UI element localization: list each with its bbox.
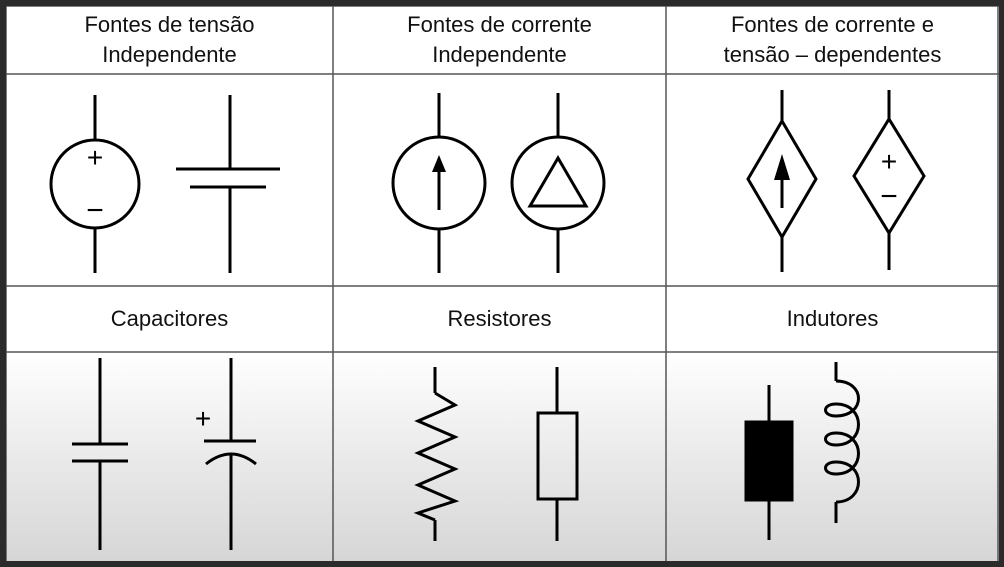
resistor-box-icon [536, 367, 579, 541]
current-source-arrow-icon [391, 93, 487, 273]
voltage-source-minus-label: − [86, 194, 104, 227]
battery-icon [176, 95, 280, 273]
polarized-capacitor-icon [204, 358, 257, 550]
dependent-voltage-minus-label: − [880, 180, 898, 213]
header-resistors-label: Resistores [447, 306, 552, 331]
voltage-source-circle-icon [49, 95, 141, 273]
lower-row-background [6, 352, 999, 561]
voltage-source-plus-label: + [87, 142, 103, 173]
header-inductors: Indutores [666, 286, 999, 352]
header-voltage-sources: Fontes de tensão Independente [6, 6, 333, 74]
header-inductors-label: Indutores [786, 306, 879, 331]
header-capacitors: Capacitores [6, 286, 333, 352]
header-current-sources-line1: Fontes de corrente [407, 12, 592, 37]
inductor-coil-icon [824, 362, 860, 523]
header-dependent-sources-line1: Fontes de corrente e [730, 12, 934, 37]
resistor-zigzag-icon [413, 367, 460, 541]
table-grid [6, 6, 999, 561]
header-voltage-sources-line1: Fontes de tensão [84, 12, 255, 37]
header-resistors: Resistores [333, 286, 666, 352]
header-current-sources-line2: Independente [432, 42, 567, 67]
header-dependent-sources-line2: tensão – dependentes [723, 42, 942, 67]
dependent-current-source-icon [746, 90, 818, 272]
inductor-core-icon [744, 385, 794, 540]
dependent-voltage-source-icon [852, 90, 926, 270]
header-capacitors-label: Capacitores [110, 306, 229, 331]
polarized-capacitor-plus-label: + [195, 403, 211, 434]
header-current-sources: Fontes de corrente Independente [333, 6, 666, 74]
dependent-voltage-plus-label: + [881, 146, 897, 177]
header-voltage-sources-line2: Independente [102, 42, 237, 67]
diagram-sheet: Fontes de tensão Independente Fontes de … [6, 6, 999, 561]
capacitor-icon [72, 358, 128, 550]
source-triangle-icon [510, 93, 606, 273]
header-dependent-sources: Fontes de corrente e tensão – dependente… [666, 6, 999, 74]
circuit-symbols: + − + − + [49, 90, 926, 550]
